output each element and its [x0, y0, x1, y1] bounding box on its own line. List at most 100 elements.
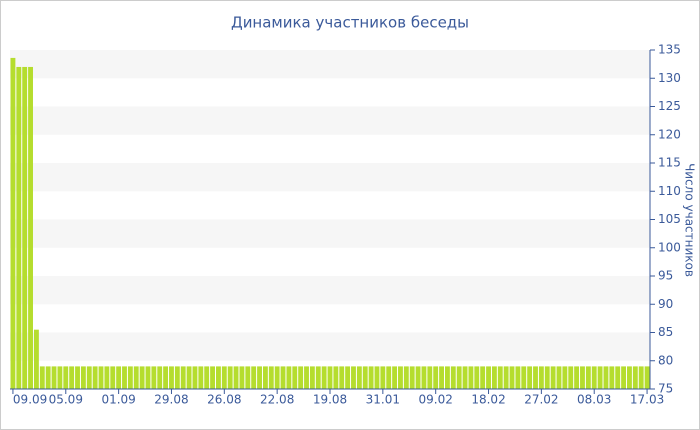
bar	[321, 366, 327, 389]
bar	[75, 366, 80, 389]
bar	[591, 366, 597, 389]
bar	[550, 366, 556, 389]
x-tick-label: 08.03	[577, 393, 611, 407]
bar	[210, 366, 216, 389]
y-tick-label: 115	[658, 156, 681, 170]
bar	[92, 366, 98, 389]
bar	[16, 66, 22, 389]
grid-band	[10, 106, 650, 135]
bar	[163, 366, 169, 389]
bar	[603, 366, 609, 389]
bar	[233, 366, 239, 389]
bar	[480, 366, 486, 389]
y-tick-label: 80	[658, 353, 673, 367]
x-tick-label: 29.08	[154, 393, 188, 407]
bar	[627, 366, 632, 389]
x-tick-label: 17.03	[630, 393, 664, 407]
bar	[503, 366, 509, 389]
bar	[304, 366, 309, 389]
bar	[239, 366, 245, 389]
bar	[262, 366, 268, 389]
bar	[433, 366, 439, 389]
bar	[28, 66, 33, 389]
chart-title: Динамика участников беседы	[231, 14, 469, 32]
bar	[362, 366, 368, 389]
bar	[597, 366, 603, 389]
bar	[380, 366, 386, 389]
bar	[204, 366, 210, 389]
x-tick-label: 19.08	[313, 393, 347, 407]
bar	[486, 366, 491, 389]
bar	[333, 366, 339, 389]
bar	[174, 366, 180, 389]
x-tick-label: 01.09	[101, 393, 135, 407]
bar	[497, 366, 503, 389]
bar	[409, 366, 415, 389]
bar	[574, 366, 580, 389]
bar	[580, 366, 585, 389]
bar	[145, 366, 151, 389]
y-tick-label: 75	[658, 382, 673, 396]
x-tick-label: 26.08	[207, 393, 241, 407]
bar	[374, 366, 380, 389]
bar	[10, 57, 16, 389]
bar	[527, 366, 533, 389]
x-tick-label: 18.02	[471, 393, 505, 407]
y-tick-label: 125	[658, 99, 681, 113]
grid-band	[10, 332, 650, 361]
grid-band	[10, 276, 650, 305]
bar	[339, 366, 345, 389]
bar	[139, 366, 145, 389]
bar	[456, 366, 462, 389]
bar	[186, 366, 192, 389]
bar	[515, 366, 521, 389]
bar	[462, 366, 468, 389]
x-tick-label: 22.08	[260, 393, 294, 407]
bar	[309, 366, 315, 389]
bar	[33, 329, 39, 389]
bar	[151, 366, 157, 389]
bar	[157, 366, 163, 389]
bar	[615, 366, 621, 389]
y-tick-label: 120	[658, 127, 681, 141]
bar	[585, 366, 591, 389]
y-tick-label: 110	[658, 184, 681, 198]
bar	[63, 366, 69, 389]
bar	[509, 366, 515, 389]
bar	[274, 366, 280, 389]
bar	[415, 366, 421, 389]
bar	[421, 366, 427, 389]
bar	[562, 366, 568, 389]
bar	[286, 366, 292, 389]
bar	[198, 366, 204, 389]
grid-band	[10, 163, 650, 192]
x-tick-label: 05.09	[49, 393, 83, 407]
bar	[169, 366, 174, 389]
bar	[427, 366, 433, 389]
bar	[292, 366, 298, 389]
y-tick-label: 105	[658, 212, 681, 226]
x-tick-label: 31.01	[366, 393, 400, 407]
bar	[521, 366, 527, 389]
x-tick-label: 09.02	[419, 393, 453, 407]
bar	[104, 366, 110, 389]
bar	[450, 366, 456, 389]
bar	[298, 366, 304, 389]
bar	[444, 366, 450, 389]
bar	[180, 366, 186, 389]
bar	[257, 366, 262, 389]
bar	[251, 366, 257, 389]
bar	[621, 366, 627, 389]
grid-band	[10, 219, 650, 248]
bar	[98, 366, 104, 389]
bar	[216, 366, 221, 389]
y-tick-label: 90	[658, 297, 673, 311]
grid-band	[10, 50, 650, 79]
y-tick-label: 100	[658, 240, 681, 254]
bar	[644, 366, 650, 389]
bar	[538, 366, 544, 389]
x-tick-label: 27.02	[524, 393, 558, 407]
bar	[280, 366, 286, 389]
y-tick-label: 85	[658, 325, 673, 339]
